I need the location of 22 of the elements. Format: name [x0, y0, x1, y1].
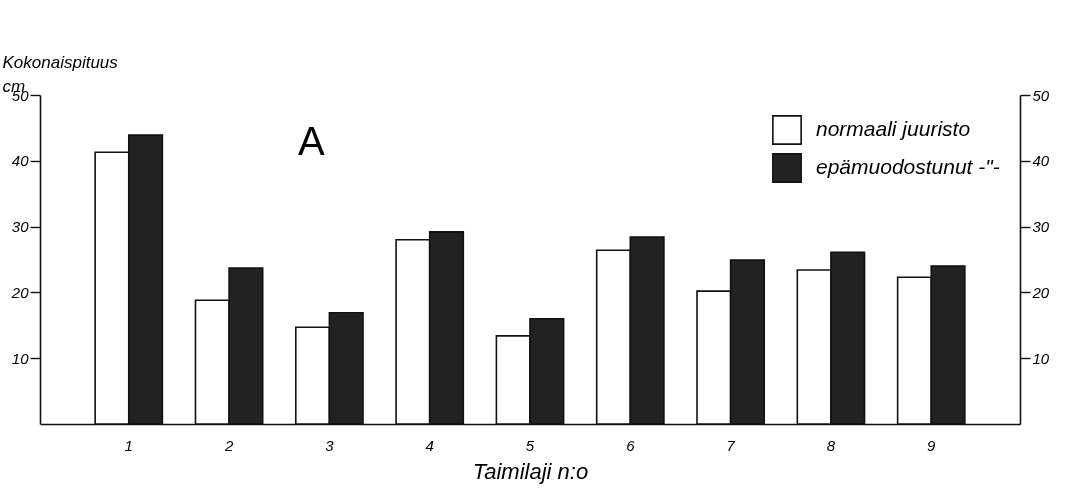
y2-tick-label: 10: [1032, 349, 1050, 367]
legend-label: normaali juuristo: [816, 117, 971, 140]
y2-tick-label: 30: [1032, 218, 1050, 236]
x-tick-label: 8: [826, 436, 836, 454]
x-tick-label: 9: [927, 436, 937, 454]
y2-tick-label: 50: [1032, 86, 1050, 104]
x-tick-label: 7: [726, 436, 736, 454]
legend-label: epämuodostunut -"-: [816, 155, 1000, 178]
x-tick-label: 2: [223, 436, 234, 454]
y2-tick-label: 40: [1032, 152, 1050, 170]
x-tick-label: 1: [124, 436, 133, 454]
y-tick-label: 30: [11, 218, 30, 236]
y2-tick-label: 20: [1031, 283, 1050, 301]
annotation: A: [298, 119, 325, 163]
x-tick-label: 5: [525, 436, 535, 454]
y-tick-label: 20: [10, 283, 30, 301]
x-tick-label: 6: [626, 436, 636, 454]
y-tick-label: 10: [11, 349, 30, 367]
x-tick-label: 3: [325, 436, 335, 454]
y-tick-label: 40: [11, 152, 30, 170]
x-axis-title: Taimilaji n:o: [472, 458, 589, 484]
x-tick-label: 4: [425, 436, 434, 454]
